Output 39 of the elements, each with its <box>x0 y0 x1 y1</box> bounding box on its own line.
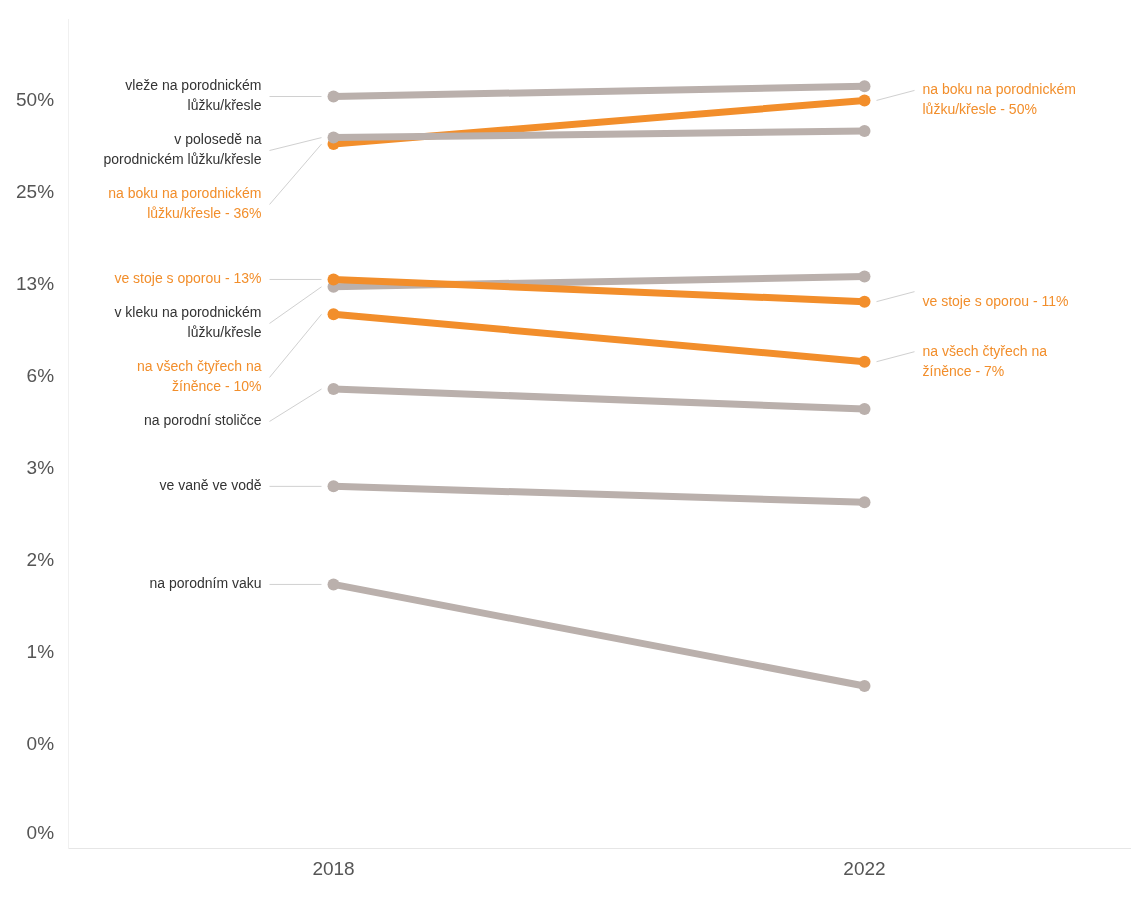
text: na všech čtyřech na žíněnce - 7% <box>922 342 1048 379</box>
point <box>858 270 871 283</box>
point <box>858 403 871 416</box>
text: ve stoje s oporou - 13% <box>114 270 262 287</box>
y-tick-label: 13% <box>16 272 55 294</box>
point <box>858 94 871 107</box>
text: v kleku na porodnickém lůžku/křesle <box>114 304 262 341</box>
point <box>858 496 871 509</box>
point <box>327 480 340 493</box>
point <box>858 125 871 138</box>
point <box>327 90 340 103</box>
y-tick-label: 6% <box>26 365 55 387</box>
text: na boku na porodnickém lůžku/křesle - 50% <box>922 81 1076 118</box>
y-tick-label: 0% <box>26 733 55 755</box>
point <box>858 295 871 308</box>
point <box>327 308 340 321</box>
point <box>327 578 340 591</box>
text: ve vaně ve vodě <box>159 477 262 494</box>
text: na boku na porodnickém lůžku/křesle - 36% <box>108 185 262 222</box>
y-tick-label: 3% <box>26 457 55 479</box>
x-tick-label: 2022 <box>843 857 886 879</box>
y-tick-label: 50% <box>16 88 55 110</box>
text: na porodním vaku <box>149 575 262 592</box>
y-tick-label: 25% <box>16 180 55 202</box>
text: vleže na porodnickém lůžku/křesle <box>125 77 262 114</box>
text: na všech čtyřech na žíněnce - 10% <box>137 358 262 395</box>
x-tick-label: 2018 <box>312 857 355 879</box>
text: v polosedě na porodnickém lůžku/křesle <box>103 131 262 168</box>
point <box>858 680 871 692</box>
point <box>327 383 340 396</box>
point <box>858 355 871 368</box>
text: ve stoje s oporou - 11% <box>922 292 1069 309</box>
y-tick-label: 0% <box>26 822 55 844</box>
point <box>327 131 340 144</box>
point <box>327 273 340 286</box>
point <box>858 80 871 93</box>
text: na porodní stoličce <box>143 412 262 429</box>
y-tick-label: 1% <box>26 641 55 663</box>
y-tick-label: 2% <box>26 549 55 571</box>
